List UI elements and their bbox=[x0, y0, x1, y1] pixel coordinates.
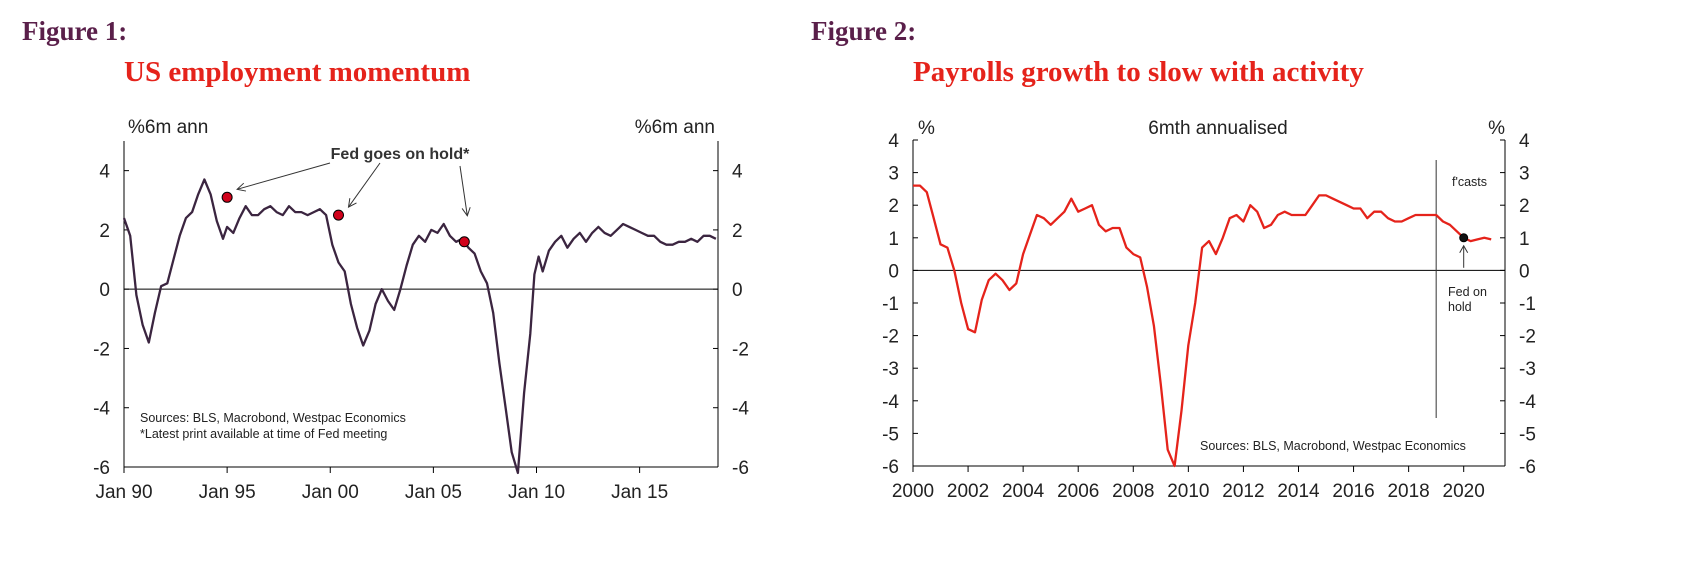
annotation-arrow bbox=[236, 162, 331, 190]
y-tick-label-right: 2 bbox=[1519, 196, 1530, 217]
x-tick-label: 2020 bbox=[1443, 481, 1485, 502]
y-tick-label-left: 1 bbox=[888, 229, 899, 250]
y-tick-label-right: 4 bbox=[732, 162, 743, 183]
figure-1-title: US employment momentum bbox=[124, 56, 471, 88]
marker-point bbox=[458, 236, 470, 248]
annotation-arrow bbox=[459, 165, 468, 216]
y-tick-label-right: -2 bbox=[732, 339, 749, 360]
y-tick-label-right: 2 bbox=[732, 221, 743, 242]
y-axis-label-left: % bbox=[918, 118, 935, 139]
x-tick-label: Jan 05 bbox=[405, 482, 462, 503]
y-tick-label-left: -2 bbox=[93, 339, 110, 360]
y-axis-label-right: %6m ann bbox=[635, 117, 715, 138]
x-tick-label: 2000 bbox=[892, 481, 934, 502]
y-tick-label-left: -4 bbox=[882, 392, 899, 413]
annotation-sources: Sources: BLS, Macrobond, Westpac Economi… bbox=[1200, 439, 1466, 453]
y-tick-label-right: -6 bbox=[1519, 457, 1536, 478]
y-tick-label-left: 2 bbox=[99, 221, 110, 242]
y-tick-label-right: -6 bbox=[732, 458, 749, 479]
figure-1-label: Figure 1: bbox=[22, 16, 128, 46]
annotation-sources: Sources: BLS, Macrobond, Westpac Economi… bbox=[140, 411, 406, 425]
annotation-hold: hold bbox=[1448, 300, 1472, 314]
x-tick-label: Jan 15 bbox=[611, 482, 668, 503]
y-tick-label-left: 4 bbox=[888, 131, 899, 152]
y-tick-label-left: -4 bbox=[93, 399, 110, 420]
y-tick-label-left: -1 bbox=[882, 294, 899, 315]
y-tick-label-left: 0 bbox=[888, 261, 899, 282]
y-tick-label-right: 0 bbox=[732, 280, 743, 301]
x-tick-label: 2002 bbox=[947, 481, 989, 502]
figure-2-title: Payrolls growth to slow with activity bbox=[913, 56, 1364, 88]
y-tick-label-left: -6 bbox=[882, 457, 899, 478]
y-tick-label-right: -3 bbox=[1519, 359, 1536, 380]
x-tick-label: Jan 90 bbox=[95, 482, 152, 503]
series-line bbox=[913, 184, 1492, 468]
chart-payrolls-growth: % % 6mth annualised 4 4 3 3 2 2 1 1 0 0 -1 -1 -2 -2 -3… bbox=[882, 118, 1536, 502]
annotation-footnote: *Latest print available at time of Fed m… bbox=[140, 427, 387, 441]
marker-point bbox=[221, 191, 233, 203]
y-tick-label-left: -2 bbox=[882, 327, 899, 348]
y-tick-label-right: 4 bbox=[1519, 131, 1530, 152]
y-tick-label-left: 4 bbox=[99, 162, 110, 183]
y-axis-label-left: %6m ann bbox=[128, 117, 208, 138]
x-tick-label: 2010 bbox=[1167, 481, 1209, 502]
y-tick-label-right: -1 bbox=[1519, 294, 1536, 315]
marker-point bbox=[333, 209, 344, 221]
x-tick-label: 2008 bbox=[1112, 481, 1154, 502]
annotation-fed-on: Fed on bbox=[1448, 285, 1487, 299]
y-tick-label-right: -4 bbox=[732, 399, 749, 420]
annotation-arrowhead bbox=[1459, 244, 1469, 254]
figure-2-label: Figure 2: bbox=[811, 16, 917, 46]
annotation-arrowhead bbox=[347, 198, 357, 208]
y-tick-label-right: 3 bbox=[1519, 164, 1530, 185]
x-tick-label: 2006 bbox=[1057, 481, 1099, 502]
annotation-arrowhead bbox=[236, 182, 247, 192]
y-tick-label-left: 0 bbox=[99, 280, 110, 301]
chart-us-employment-momentum: %6m ann %6m ann 4 4 2 2 0 0 -2 -2 -4 -4 -6 -6 Jan 90… bbox=[93, 117, 749, 503]
x-tick-label: Jan 10 bbox=[508, 482, 565, 503]
y-tick-label-left: -6 bbox=[93, 458, 110, 479]
y-tick-label-right: -2 bbox=[1519, 327, 1536, 348]
annotation-arrowhead bbox=[461, 207, 471, 217]
x-tick-label: 2012 bbox=[1222, 481, 1264, 502]
x-tick-label: 2016 bbox=[1332, 481, 1374, 502]
x-tick-label: 2014 bbox=[1277, 481, 1320, 502]
y-axis-label-right: % bbox=[1488, 118, 1505, 139]
x-tick-label: Jan 95 bbox=[199, 482, 256, 503]
y-tick-label-right: 0 bbox=[1519, 261, 1530, 282]
marker-point bbox=[1459, 233, 1469, 243]
y-tick-label-right: 1 bbox=[1519, 229, 1530, 250]
y-tick-label-left: 3 bbox=[888, 164, 899, 185]
y-tick-label-right: -4 bbox=[1519, 392, 1536, 413]
annotation-forecasts: f'casts bbox=[1452, 175, 1487, 189]
x-tick-label: 2018 bbox=[1387, 481, 1429, 502]
x-tick-label: 2004 bbox=[1002, 481, 1045, 502]
chart-header: 6mth annualised bbox=[1148, 118, 1287, 139]
annotation-fed-goes-on-hold: Fed goes on hold* bbox=[331, 146, 470, 163]
y-tick-label-right: -5 bbox=[1519, 424, 1536, 445]
series-line bbox=[122, 178, 717, 475]
x-tick-label: Jan 00 bbox=[302, 482, 359, 503]
y-tick-label-left: -5 bbox=[882, 424, 899, 445]
y-tick-label-left: -3 bbox=[882, 359, 899, 380]
annotation-arrow bbox=[348, 162, 381, 208]
y-tick-label-left: 2 bbox=[888, 196, 899, 217]
